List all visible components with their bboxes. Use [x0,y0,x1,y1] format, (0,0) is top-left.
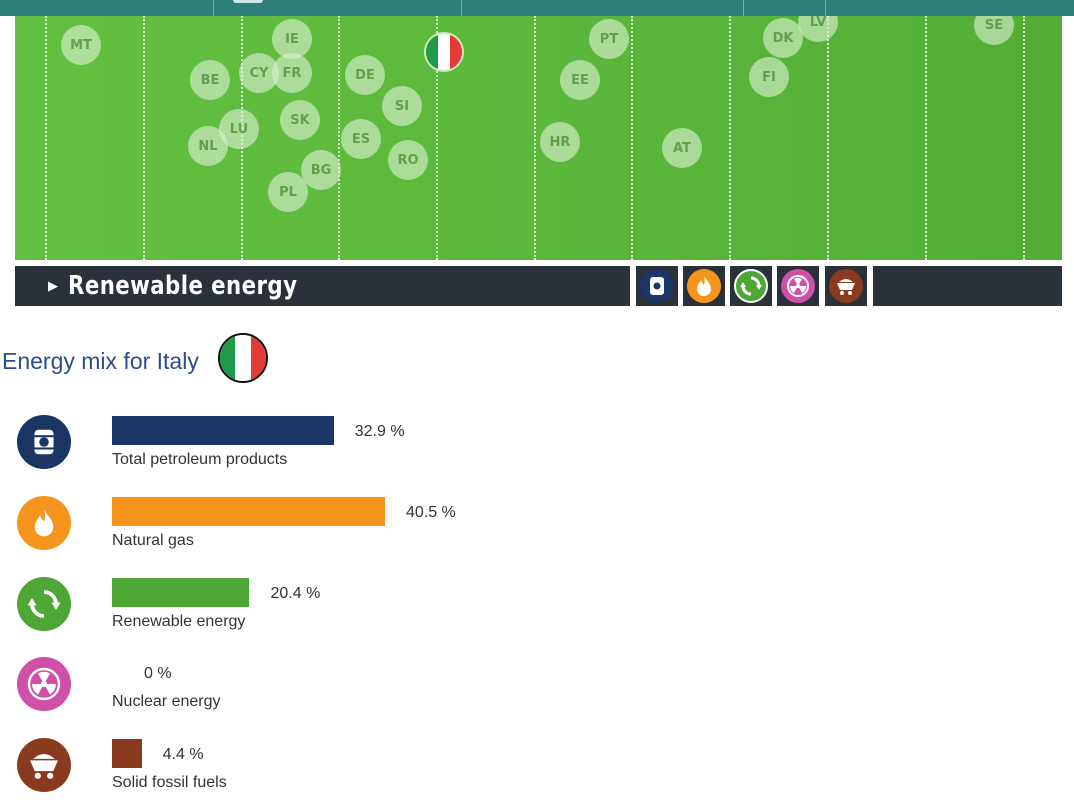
renewable-source-button[interactable] [730,266,772,306]
country-code-label: ES [351,131,371,147]
country-token-lu[interactable]: LU [219,109,259,149]
bar-petroleum [112,416,334,445]
coal-cart-icon [829,269,863,303]
solid-fuel-source-button[interactable] [825,266,867,306]
country-token-be[interactable]: BE [190,60,230,100]
country-token-bg[interactable]: BG [301,150,341,190]
italy-flag-icon [218,333,268,383]
country-token-si[interactable]: SI [382,86,422,126]
bar-solid [112,739,142,769]
lane-line [45,16,47,260]
lane-line [827,16,829,260]
country-code-label: PL [279,184,297,200]
category-label: Natural gas [112,531,194,549]
country-code-label: EE [571,72,589,88]
toolbar-tab-icon[interactable] [233,0,263,3]
bar-renewable [112,577,250,607]
country-token-ro[interactable]: RO [388,140,428,180]
country-token-sk[interactable]: SK [280,100,320,140]
country-token-lv[interactable]: LV [798,16,838,42]
lane-line [534,16,536,260]
category-label: Nuclear energy [112,693,221,711]
bar-value-label: 4.4 % [162,746,204,764]
energy-source-selector[interactable]: ▶ Renewable energy [15,266,630,306]
selected-source-title: Renewable energy [68,271,298,301]
country-token-hr[interactable]: HR [540,122,580,162]
bar-value-label: 40.5 % [405,503,456,521]
country-token-mt[interactable]: MT [61,25,101,65]
country-token-at[interactable]: AT [662,128,702,168]
radiation-icon [17,657,71,712]
country-token-de[interactable]: DE [345,55,385,95]
country-code-label: BG [310,162,332,178]
country-code-label: DK [772,30,794,46]
play-triangle-icon: ▶ [48,278,58,293]
country-token-se[interactable]: SE [974,16,1014,45]
country-code-label: RO [397,152,419,168]
recycle-icon [17,576,71,631]
country-token-ee[interactable]: EE [560,60,600,100]
country-code-label: SI [394,98,410,114]
country-code-label: FR [282,65,302,81]
italy-flag-token[interactable] [424,32,464,72]
country-code-label: HR [549,134,571,150]
top-toolbar [0,0,1074,16]
country-token-fi[interactable]: FI [749,57,789,97]
gas-source-button[interactable] [683,266,725,306]
country-token-pl[interactable]: PL [268,172,308,212]
category-label: Solid fossil fuels [112,774,227,792]
country-code-label: BE [200,72,220,88]
category-label: Renewable energy [112,612,246,630]
bar-value-label: 32.9 % [354,423,405,440]
oil-barrel-icon [640,269,674,303]
country-code-label: DE [355,67,375,83]
toolbar-divider [461,0,462,16]
petroleum-source-button[interactable] [636,266,678,306]
lane-line [143,16,145,260]
bar-value-label: 0 % [144,665,172,683]
lane-line [729,16,731,260]
bar-value-label: 20.4 % [270,584,321,602]
country-code-label: SE [984,17,1004,33]
recycle-icon [734,269,768,303]
category-label: Total petroleum products [112,451,288,468]
energy-mix-title: Energy mix for Italy [2,348,199,374]
country-code-label: LV [809,16,827,30]
lane-line [338,16,340,260]
country-code-label: LU [229,121,249,137]
country-code-label: NL [198,138,218,154]
country-token-dk[interactable]: DK [763,18,803,58]
toolbar-divider [743,0,744,16]
lane-line [436,16,438,260]
country-token-es[interactable]: ES [341,119,381,159]
country-token-fr[interactable]: FR [272,53,312,93]
radiation-icon [781,269,815,303]
flame-icon [17,495,71,550]
nuclear-source-button[interactable] [777,266,819,306]
country-token-pt[interactable]: PT [589,19,629,59]
toolbar-divider [213,0,214,16]
selector-filler [873,266,1062,306]
country-code-label: SK [290,112,310,128]
oil-barrel-icon [17,415,71,469]
toolbar-divider [825,0,826,16]
country-code-label: FI [762,69,776,85]
lane-line [1023,16,1025,260]
country-code-label: PT [599,31,619,47]
bar-gas [112,496,385,526]
country-code-label: AT [673,140,691,156]
country-code-label: IE [285,31,299,47]
country-code-label: CY [249,65,269,81]
lane-line [631,16,633,260]
country-code-label: MT [70,37,92,53]
flame-icon [687,269,721,303]
coal-cart-icon [17,738,71,793]
country-token-ie[interactable]: IE [272,19,312,59]
country-token-nl[interactable]: NL [188,126,228,166]
country-field: MT IE BE CY FR DE SI LU SK NL ES BG RO PL PT EE HR AT DK LV… [15,16,1062,260]
lane-line [925,16,927,260]
